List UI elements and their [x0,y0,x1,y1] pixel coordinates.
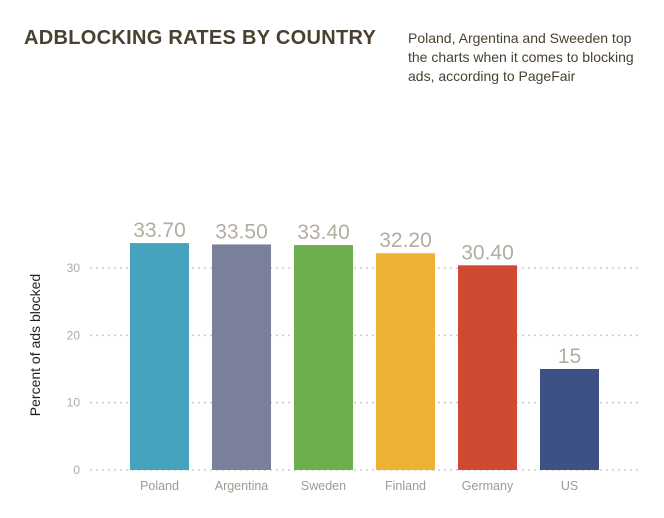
x-tick-label: Argentina [215,479,269,493]
x-tick-label: Poland [140,479,179,493]
data-label: 32.20 [379,229,432,252]
y-tick-label: 0 [73,463,80,477]
y-tick-label: 30 [67,261,81,275]
bar-poland [130,243,189,470]
x-tick-label: Finland [385,479,426,493]
y-tick-label: 20 [67,328,81,342]
data-label: 15 [558,345,581,368]
bar-sweden [294,245,353,470]
x-tick-label: US [561,479,578,493]
bar-us [540,369,599,470]
data-label: 33.40 [297,221,350,244]
data-label: 30.40 [461,241,514,264]
x-tick-label: Sweden [301,479,346,493]
chart-title: ADBLOCKING RATES BY COUNTRY [24,27,377,49]
bar-argentina [212,244,271,470]
y-axis-label: Percent of ads blocked [27,274,43,416]
bar-germany [458,265,517,470]
bar-finland [376,253,435,470]
data-label: 33.70 [133,219,186,242]
x-tick-label: Germany [462,479,514,493]
chart-subtitle: Poland, Argentina and Sweeden top the ch… [408,30,634,84]
y-tick-label: 10 [67,396,81,410]
data-label: 33.50 [215,220,268,243]
